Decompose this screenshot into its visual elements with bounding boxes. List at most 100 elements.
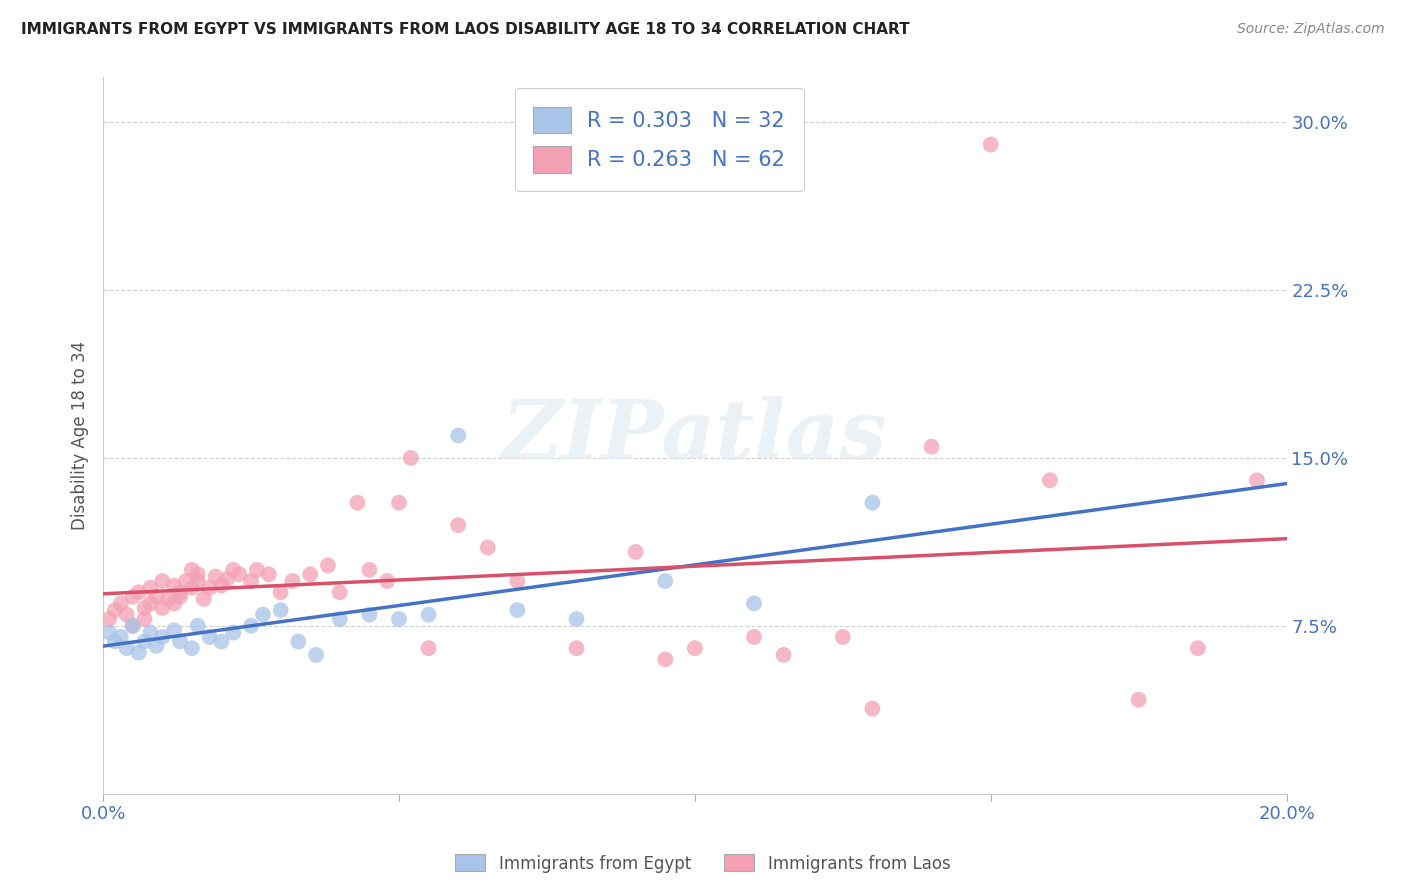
Point xyxy=(98,625,121,640)
Point xyxy=(388,612,411,626)
Point xyxy=(565,641,588,656)
Point xyxy=(270,585,292,599)
Point xyxy=(134,634,156,648)
Point xyxy=(169,585,191,599)
Point xyxy=(145,590,167,604)
Point xyxy=(174,574,197,588)
Point xyxy=(198,630,221,644)
Point xyxy=(110,630,132,644)
Point xyxy=(180,641,202,656)
Point xyxy=(316,558,339,573)
Point xyxy=(329,585,352,599)
Point xyxy=(169,590,191,604)
Point xyxy=(198,581,221,595)
Legend: Immigrants from Egypt, Immigrants from Laos: Immigrants from Egypt, Immigrants from L… xyxy=(449,847,957,880)
Point xyxy=(506,603,529,617)
Point xyxy=(121,619,143,633)
Point xyxy=(187,567,209,582)
Point xyxy=(246,563,269,577)
Point xyxy=(128,585,150,599)
Point xyxy=(921,440,943,454)
Point xyxy=(163,624,186,638)
Point xyxy=(180,581,202,595)
Point xyxy=(257,567,280,582)
Point xyxy=(287,634,309,648)
Point xyxy=(654,652,676,666)
Point xyxy=(139,625,162,640)
Point xyxy=(359,607,381,622)
Point xyxy=(104,603,127,617)
Point xyxy=(217,572,239,586)
Point xyxy=(121,619,143,633)
Point xyxy=(139,581,162,595)
Point xyxy=(204,569,226,583)
Point xyxy=(252,607,274,622)
Point xyxy=(222,625,245,640)
Point xyxy=(163,578,186,592)
Point xyxy=(270,603,292,617)
Point xyxy=(742,596,765,610)
Point xyxy=(772,648,794,662)
Point xyxy=(375,574,398,588)
Point xyxy=(683,641,706,656)
Point xyxy=(329,612,352,626)
Text: IMMIGRANTS FROM EGYPT VS IMMIGRANTS FROM LAOS DISABILITY AGE 18 TO 34 CORRELATIO: IMMIGRANTS FROM EGYPT VS IMMIGRANTS FROM… xyxy=(21,22,910,37)
Point xyxy=(163,596,186,610)
Point xyxy=(121,590,143,604)
Point xyxy=(1039,473,1062,487)
Point xyxy=(742,630,765,644)
Point xyxy=(180,563,202,577)
Point xyxy=(222,563,245,577)
Point xyxy=(187,619,209,633)
Point xyxy=(299,567,322,582)
Point xyxy=(1246,473,1268,487)
Point xyxy=(115,641,138,656)
Point xyxy=(447,518,470,533)
Point xyxy=(565,612,588,626)
Point xyxy=(240,574,263,588)
Point xyxy=(281,574,304,588)
Point xyxy=(150,601,173,615)
Point xyxy=(240,619,263,633)
Point xyxy=(115,607,138,622)
Point xyxy=(134,612,156,626)
Point xyxy=(228,567,250,582)
Point xyxy=(150,630,173,644)
Point xyxy=(860,701,883,715)
Point xyxy=(193,591,215,606)
Point xyxy=(980,137,1002,152)
Point xyxy=(418,607,440,622)
Point xyxy=(1128,692,1150,706)
Point xyxy=(447,428,470,442)
Point xyxy=(110,596,132,610)
Point xyxy=(418,641,440,656)
Point xyxy=(860,496,883,510)
Point xyxy=(150,574,173,588)
Point xyxy=(139,596,162,610)
Point xyxy=(157,591,180,606)
Point xyxy=(211,634,233,648)
Point xyxy=(211,578,233,592)
Point xyxy=(506,574,529,588)
Point xyxy=(187,574,209,588)
Text: ZIPatlas: ZIPatlas xyxy=(502,395,887,475)
Point xyxy=(128,646,150,660)
Point xyxy=(477,541,499,555)
Point xyxy=(169,634,191,648)
Point xyxy=(359,563,381,577)
Point xyxy=(305,648,328,662)
Point xyxy=(346,496,368,510)
Point xyxy=(134,601,156,615)
Point xyxy=(388,496,411,510)
Point xyxy=(1187,641,1209,656)
Point xyxy=(831,630,853,644)
Legend: R = 0.303   N = 32, R = 0.263   N = 62: R = 0.303 N = 32, R = 0.263 N = 62 xyxy=(515,87,804,192)
Point xyxy=(399,450,422,465)
Point xyxy=(624,545,647,559)
Point xyxy=(98,612,121,626)
Point xyxy=(145,639,167,653)
Text: Source: ZipAtlas.com: Source: ZipAtlas.com xyxy=(1237,22,1385,37)
Y-axis label: Disability Age 18 to 34: Disability Age 18 to 34 xyxy=(72,341,89,530)
Point xyxy=(654,574,676,588)
Point xyxy=(104,634,127,648)
